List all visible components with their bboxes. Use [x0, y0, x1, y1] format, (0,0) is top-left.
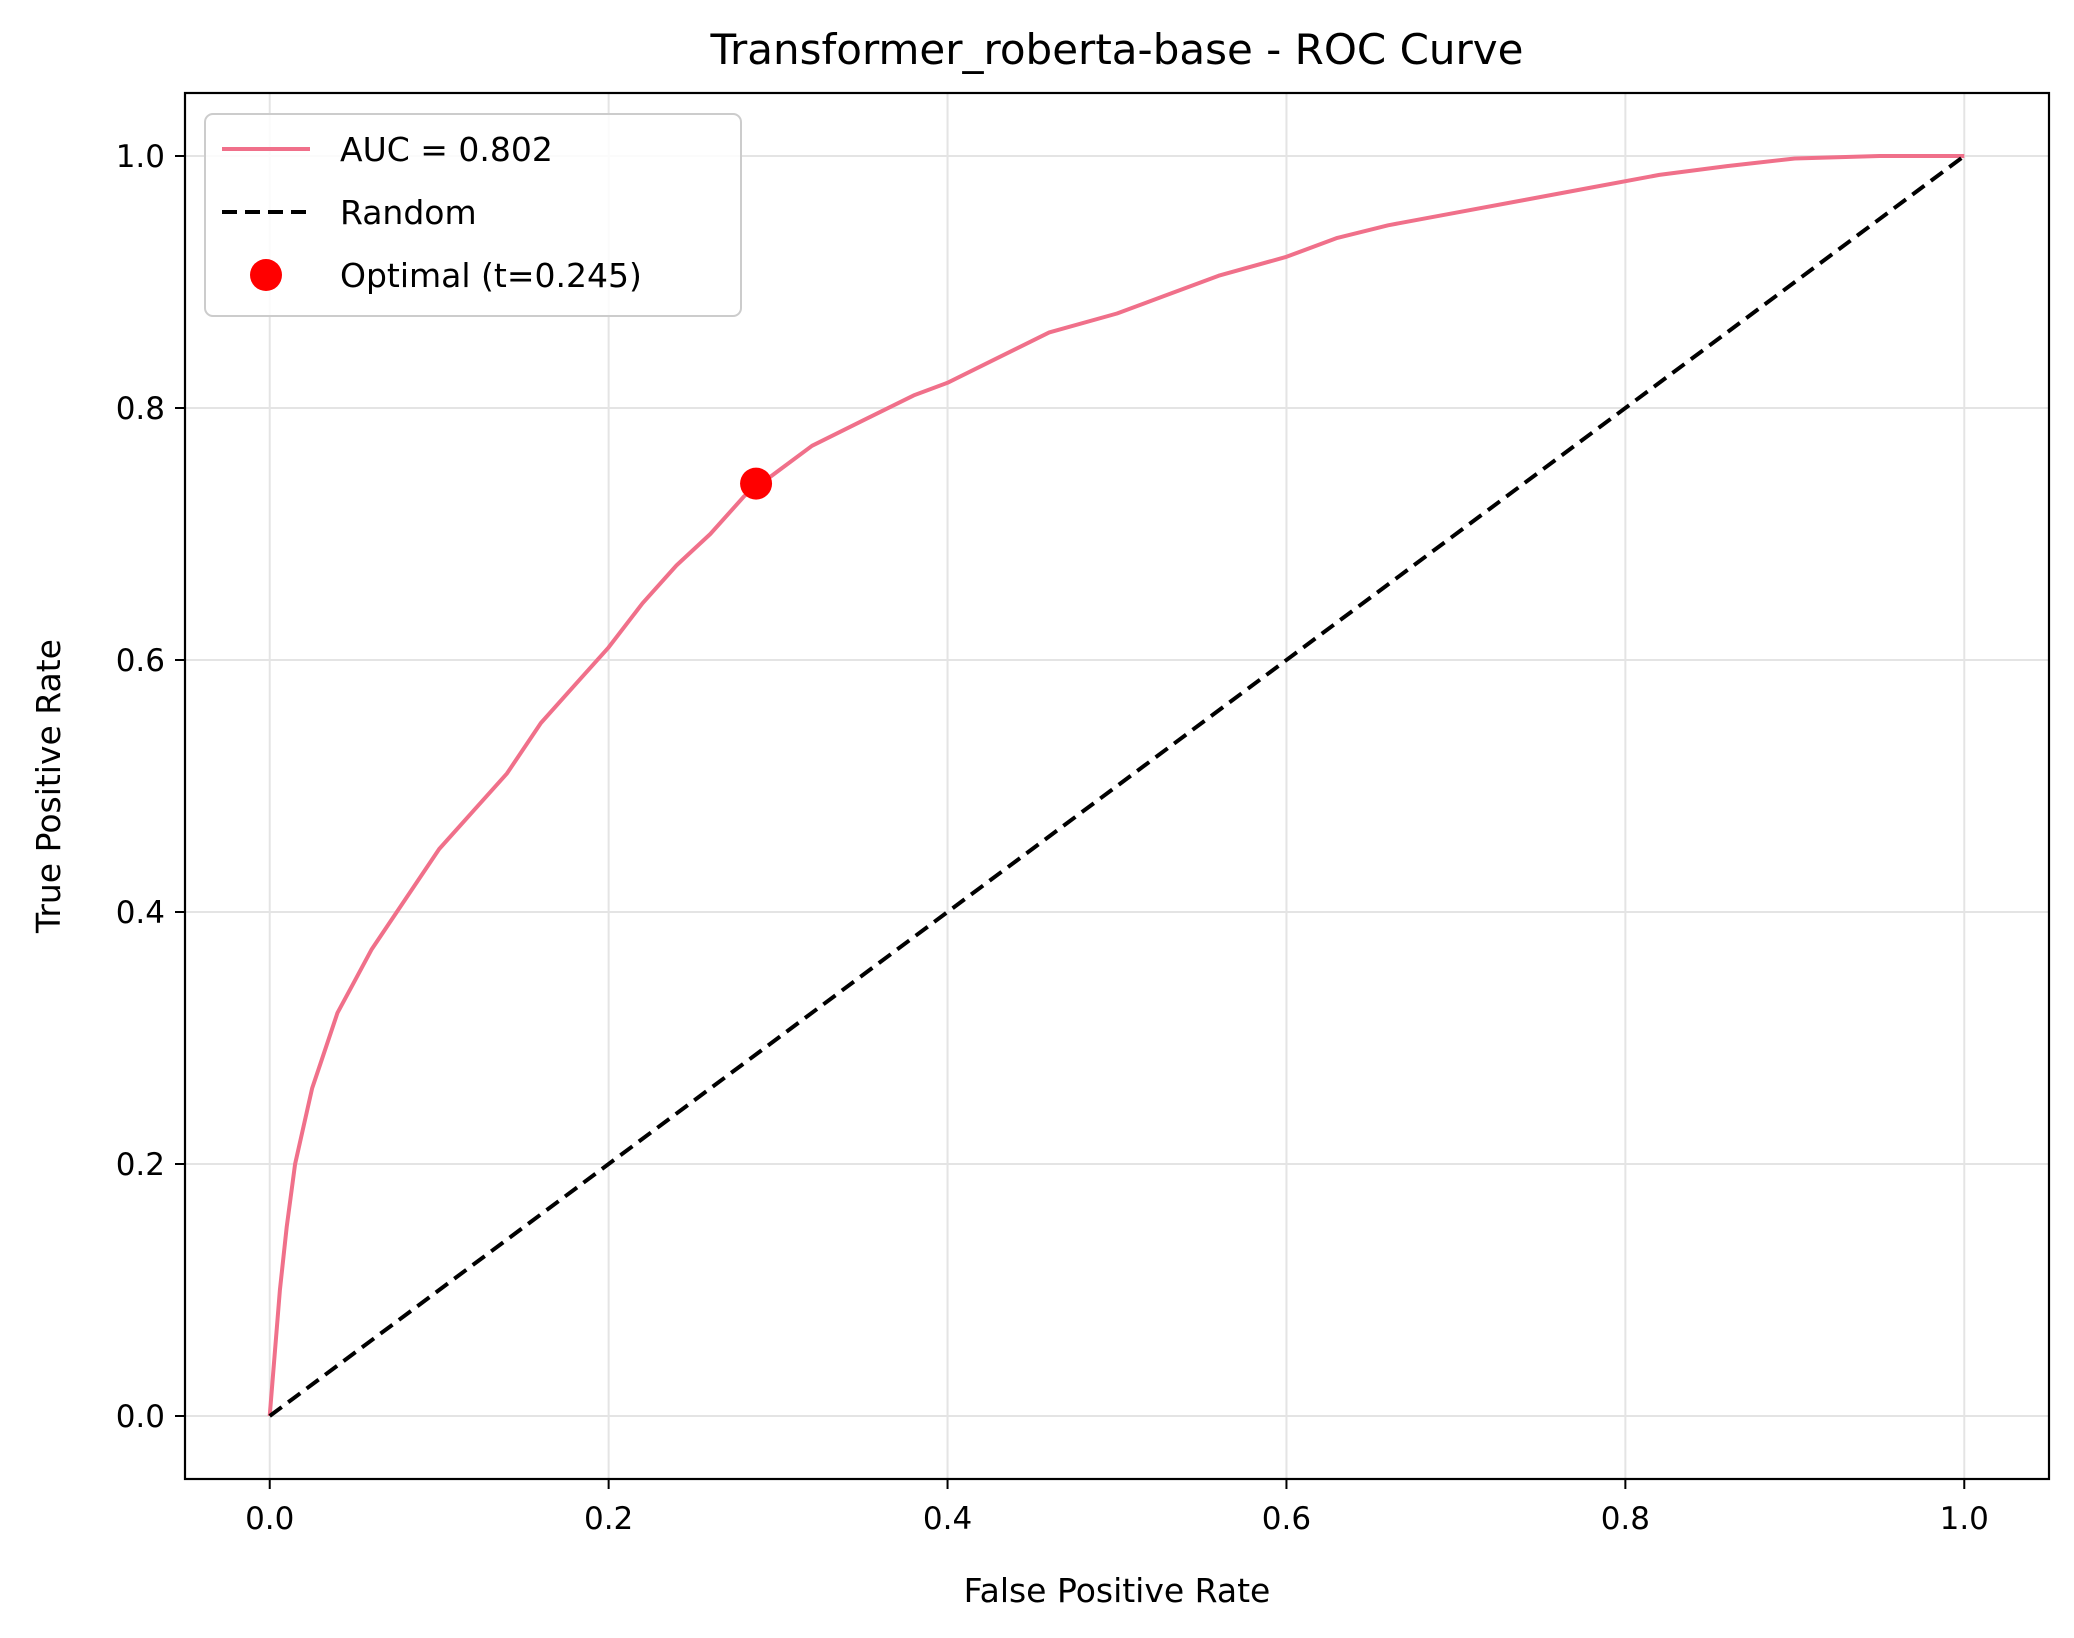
y-axis-label: True Positive Rate	[29, 639, 68, 934]
axis-ticks: 0.0 0.2 0.4 0.6 0.8 1.0 0.0 0.2 0.4 0.6 0.8 1.0	[116, 139, 1989, 1537]
y-tick-label: 0.8	[116, 391, 165, 427]
x-tick-label: 0.0	[245, 1501, 294, 1537]
x-axis-label: False Positive Rate	[964, 1571, 1271, 1610]
grid-lines	[185, 93, 2049, 1479]
y-tick-label: 0.6	[116, 643, 165, 679]
legend-swatch-optimal	[250, 259, 282, 291]
marker-layer	[740, 467, 773, 500]
series-layer	[267, 154, 1966, 1418]
x-tick-label: 1.0	[1940, 1501, 1989, 1537]
y-tick-label: 0.2	[116, 1147, 165, 1183]
x-tick-label: 0.4	[923, 1501, 972, 1537]
optimal-threshold-point	[740, 467, 773, 500]
legend-frame	[204, 113, 742, 317]
y-tick-label: 0.0	[116, 1399, 165, 1435]
y-tick-label: 0.4	[116, 895, 165, 931]
x-tick-label: 0.8	[1601, 1501, 1650, 1537]
legend-label-random: Random	[340, 193, 477, 232]
legend: AUC = 0.802 Random Optimal (t=0.245)	[204, 113, 742, 317]
x-tick-label: 0.6	[1262, 1501, 1311, 1537]
roc-curve-line	[267, 154, 1965, 1417]
y-tick-label: 1.0	[116, 139, 165, 175]
chart-title: Transformer_roberta-base - ROC Curve	[710, 25, 1524, 74]
plot-frame	[183, 91, 2051, 1481]
random-baseline-line	[268, 154, 1966, 1418]
x-tick-label: 0.2	[584, 1501, 633, 1537]
legend-label-optimal: Optimal (t=0.245)	[340, 256, 642, 295]
legend-label-roc: AUC = 0.802	[340, 130, 553, 169]
